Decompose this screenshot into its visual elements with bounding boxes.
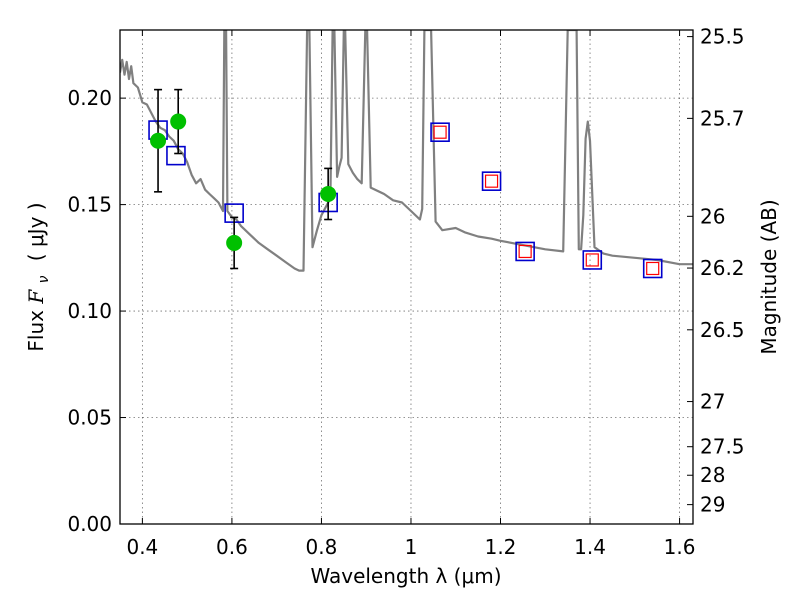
y-axis-label-symbol: F bbox=[24, 289, 48, 305]
x-tick-label: 0.8 bbox=[306, 535, 338, 559]
model-square-point bbox=[481, 171, 502, 191]
photometry-red-square bbox=[484, 174, 499, 188]
model-square-point bbox=[166, 145, 186, 166]
mag-tick-label: 26.5 bbox=[700, 318, 745, 342]
x-tick-label: 0.4 bbox=[126, 535, 158, 559]
model-square-point bbox=[430, 122, 450, 143]
plot-area bbox=[120, 30, 693, 272]
photometry-red-square bbox=[433, 125, 447, 139]
mag-tick-label: 29 bbox=[700, 493, 725, 517]
spectrum-line bbox=[120, 30, 693, 272]
model-square-point bbox=[642, 258, 663, 279]
y-axis-label-unit: ( μJy ) bbox=[24, 202, 48, 261]
photometry-red-square bbox=[585, 253, 599, 267]
y-tick-label: 0.05 bbox=[67, 406, 112, 430]
y2-axis-label: Magnitude (AB) bbox=[757, 199, 781, 354]
y-axis-label: Flux F ν ( μJy ) bbox=[24, 202, 53, 351]
x-tick-label: 1 bbox=[405, 535, 418, 559]
y-axis-label-prefix: Flux bbox=[24, 304, 48, 352]
y-tick-label: 0.00 bbox=[67, 512, 112, 536]
ticks: 0.4 0.6 0.8 1 1.2 1.4 1.6 0.00 0.05 0.10 0.15 0.20 2… bbox=[67, 25, 744, 559]
y-tick-label: 0.15 bbox=[67, 193, 112, 217]
mag-tick-label: 27 bbox=[700, 390, 725, 414]
y-axis-label-subscript: ν bbox=[36, 275, 52, 283]
markers bbox=[148, 88, 663, 279]
x-axis-label: Wavelength λ (μm) bbox=[310, 564, 501, 588]
photometry-point bbox=[170, 113, 187, 130]
photometry-red-square bbox=[518, 244, 532, 259]
mag-tick-label: 26 bbox=[700, 204, 725, 228]
mag-tick-label: 27.5 bbox=[700, 435, 745, 459]
mag-tick-label: 25.7 bbox=[700, 106, 745, 130]
grid bbox=[120, 30, 693, 525]
x-tick-label: 1.6 bbox=[664, 535, 696, 559]
x-tick-label: 0.6 bbox=[216, 535, 248, 559]
photometry-point bbox=[320, 185, 337, 202]
photometry-red-square bbox=[646, 261, 660, 276]
model-square-point bbox=[515, 241, 535, 262]
photometry-point bbox=[226, 234, 243, 251]
y-tick-label: 0.10 bbox=[67, 299, 112, 323]
y-tick-label: 0.20 bbox=[67, 86, 112, 110]
mag-tick-label: 25.5 bbox=[700, 25, 745, 49]
mag-tick-label: 28 bbox=[700, 463, 725, 487]
plot-frame bbox=[119, 29, 694, 525]
mag-tick-label: 26.2 bbox=[700, 256, 745, 280]
photometry-point bbox=[150, 132, 167, 149]
model-square-point bbox=[582, 250, 603, 270]
x-tick-label: 1.4 bbox=[574, 535, 606, 559]
x-tick-label: 1.2 bbox=[485, 535, 517, 559]
